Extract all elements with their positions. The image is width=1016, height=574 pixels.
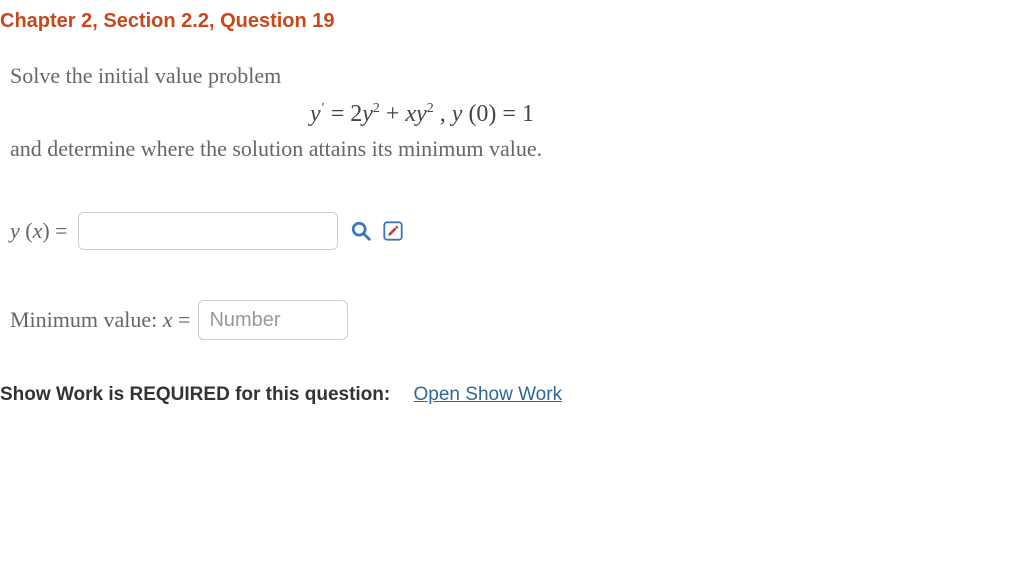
show-work-label: Show Work is REQUIRED for this question: [0,384,390,405]
min-answer-row: Minimum value: x = [10,300,1016,340]
problem-prompt: Solve the initial value problem [10,63,1016,89]
problem-equation: y′ = 2y2 + xy2 , y (0) = 1 [0,101,1016,128]
yx-answer-row: y (x) = [10,212,1016,250]
search-icon[interactable] [350,220,372,242]
show-work-link[interactable]: Open Show Work [414,384,563,405]
edit-icon[interactable] [382,220,404,242]
show-work-row: Show Work is REQUIRED for this question:… [0,384,1016,406]
problem-followup: and determine where the solution attains… [10,136,1016,162]
min-label: Minimum value: x = [10,307,190,333]
min-input[interactable] [198,300,348,340]
chapter-heading: Chapter 2, Section 2.2, Question 19 [0,10,1016,33]
yx-label: y (x) = [10,218,68,244]
yx-input[interactable] [78,212,338,250]
